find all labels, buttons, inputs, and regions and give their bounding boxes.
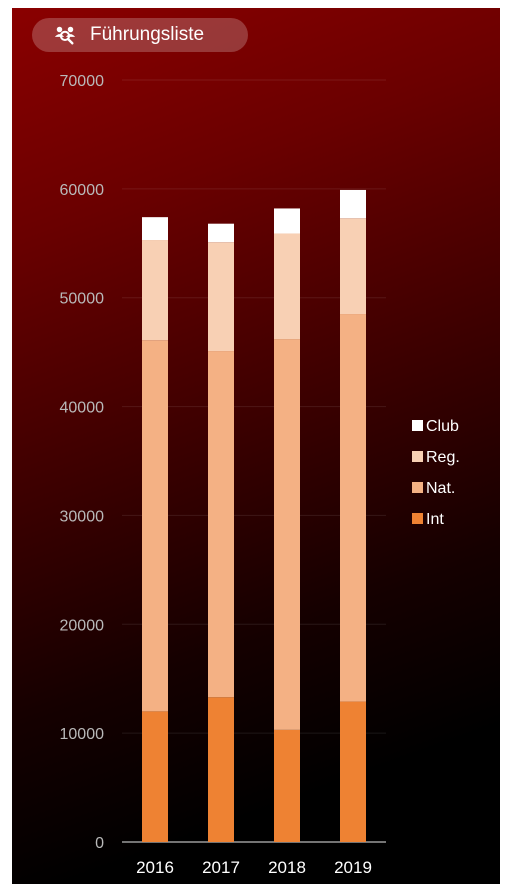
bar-club-2016 [142,217,168,241]
stacked-bar-chart: 0 10000 20000 30000 40000 50000 60000 70000 2016… [60,73,460,877]
bar-reg-2016 [142,240,168,341]
bar-int-2017 [208,697,234,842]
legend-label-nat: Nat. [426,480,455,497]
bar-nat-2017 [208,351,234,698]
bar-int-2016 [142,711,168,842]
y-tick-label: 0 [95,835,104,852]
x-tick-label: 2016 [136,858,174,877]
bar-reg-2019 [340,218,366,315]
bar-club-2017 [208,223,234,243]
bar-reg-2017 [208,242,234,352]
bar-nat-2016 [142,340,168,712]
bar-int-2018 [274,729,300,842]
legend-swatch-reg [412,451,423,462]
users-search-icon [54,26,76,45]
bar-club-2018 [274,208,300,234]
legend-swatch-club [412,420,423,431]
bar-nat-2018 [274,339,300,730]
bar-int-2019 [340,701,366,842]
header-title: Führungsliste [90,24,205,45]
x-tick-label: 2018 [268,858,306,877]
legend-swatch-nat [412,482,423,493]
y-tick-label: 40000 [60,400,105,417]
y-tick-label: 30000 [60,508,105,525]
x-tick-label: 2019 [334,858,372,877]
legend-label-club: Club [426,418,459,435]
y-tick-label: 20000 [60,617,105,634]
x-tick-label: 2017 [202,858,240,877]
y-tick-label: 50000 [60,291,105,308]
bar-nat-2019 [340,314,366,702]
y-tick-label: 70000 [60,73,105,90]
legend-label-reg: Reg. [426,449,460,466]
legend-swatch-int [412,513,423,524]
y-tick-label: 10000 [60,726,105,743]
y-tick-label: 60000 [60,182,105,199]
legend-label-int: Int [426,511,444,528]
leaderboard-button[interactable]: Führungsliste [32,18,248,52]
chart-panel: Führungsliste 0 10000 20000 30000 40000 50000… [12,8,500,884]
bar-reg-2018 [274,233,300,340]
bar-club-2019 [340,189,366,219]
